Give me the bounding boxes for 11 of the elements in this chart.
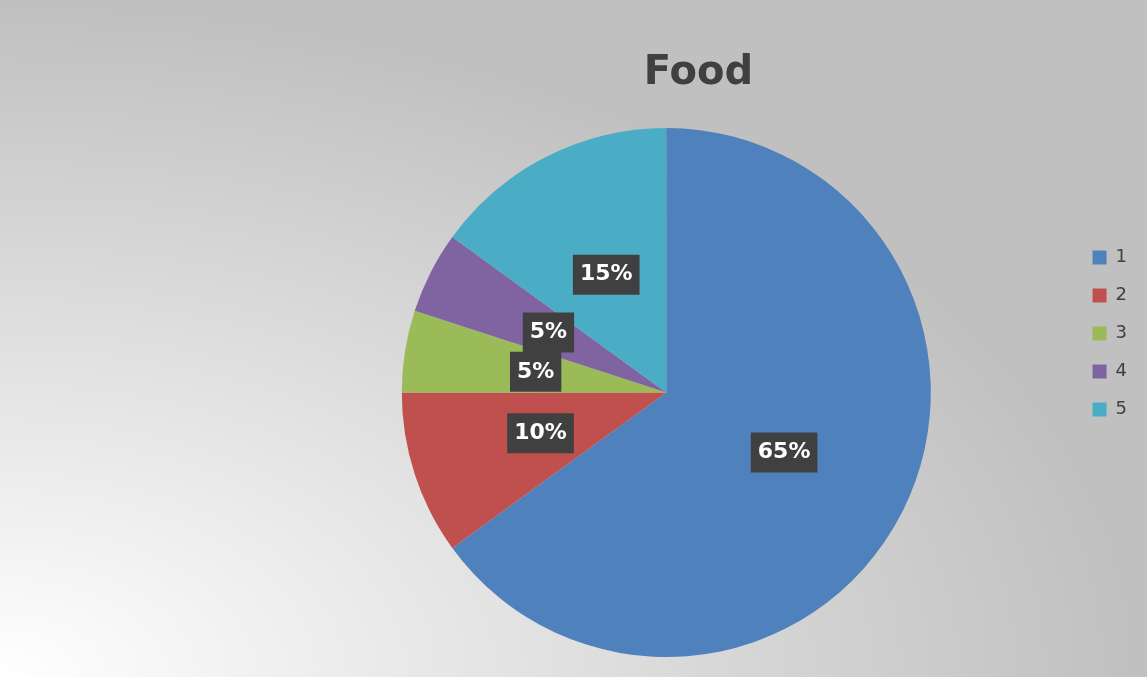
data-label: 5% xyxy=(516,357,555,383)
legend-label: 5 xyxy=(1115,397,1127,419)
legend-label: 2 xyxy=(1115,283,1127,305)
legend-label: 1 xyxy=(1115,245,1127,267)
chart-title: Food xyxy=(643,47,754,94)
legend-label: 3 xyxy=(1115,321,1127,343)
data-label: 15% xyxy=(579,260,633,286)
data-label: 10% xyxy=(514,419,567,445)
data-label: 65% xyxy=(757,438,811,464)
legend-label: 4 xyxy=(1115,359,1127,381)
data-label: 5% xyxy=(529,318,568,344)
